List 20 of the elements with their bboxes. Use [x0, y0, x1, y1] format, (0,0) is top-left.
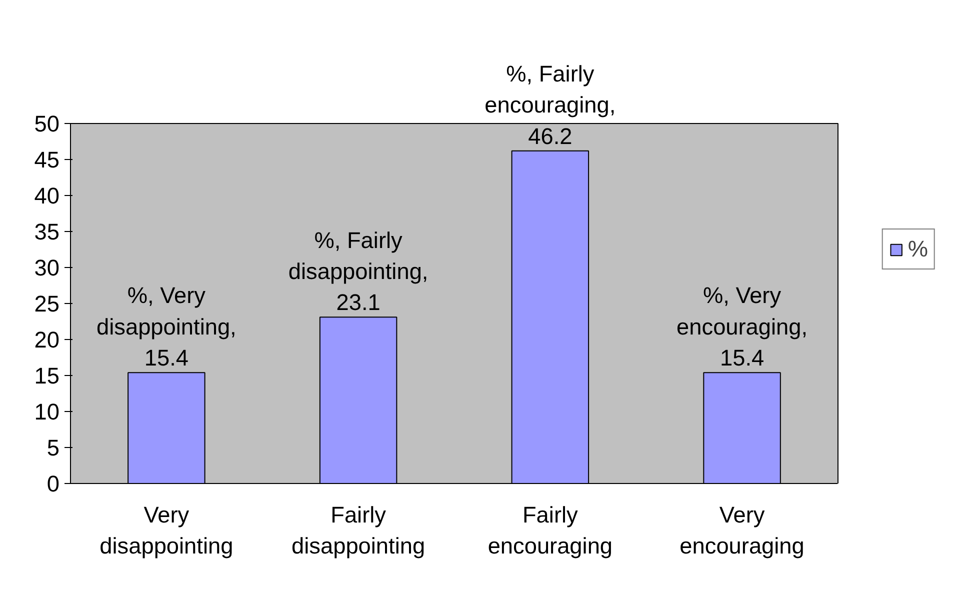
x-tick-label: Fairly encouraging: [488, 502, 613, 559]
y-tick-label: 40: [34, 182, 60, 208]
data-label: %, Fairly disappointing, 23.1: [288, 226, 428, 316]
x-tick-label: Very disappointing: [100, 502, 234, 559]
data-label: %, Very encouraging, 15.4: [676, 282, 808, 371]
data-label: %, Very disappointing, 15.4: [96, 282, 236, 371]
legend-label: %: [908, 236, 928, 262]
x-tick-label: Very encouraging: [680, 502, 804, 559]
y-tick-label: 20: [34, 326, 60, 352]
data-label: %, Fairly encouraging, 46.2: [484, 60, 616, 149]
y-tick-label: 30: [34, 254, 60, 280]
y-tick-label: 10: [34, 398, 60, 424]
y-tick-label: 0: [46, 470, 60, 496]
y-tick-label: 15: [34, 362, 60, 388]
y-tick-label: 25: [34, 290, 60, 316]
y-tick-label: 50: [34, 110, 60, 136]
y-tick-label: 45: [34, 146, 60, 172]
y-tick-label: 35: [34, 218, 60, 244]
y-tick-label: 5: [46, 434, 60, 460]
x-tick-label: Fairly disappointing: [292, 502, 426, 559]
